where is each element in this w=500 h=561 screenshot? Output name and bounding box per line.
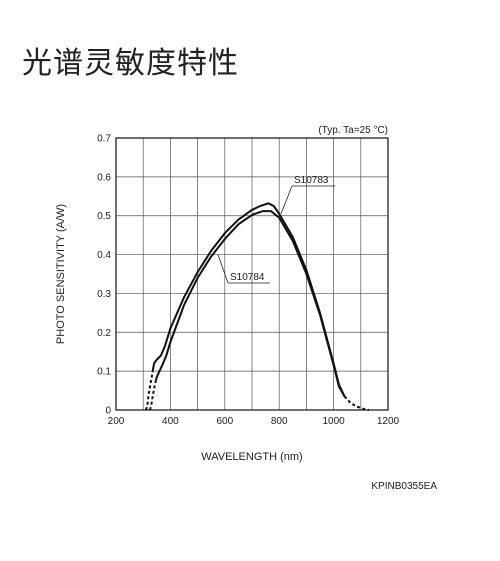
figure-code: KPINB0355EA — [371, 481, 437, 492]
series-s10783-dashed-tail — [343, 395, 370, 411]
label-s10783: S10783 — [294, 175, 329, 186]
x-tick-label: 200 — [108, 416, 125, 427]
y-tick-label: 0.7 — [97, 134, 111, 145]
series-annotations: S10783 S10784 — [217, 175, 335, 284]
x-axis-label: WAVELENGTH (nm) — [201, 451, 302, 463]
y-axis-label: PHOTO SENSITIVITY (A/W) — [55, 204, 67, 344]
x-tick-labels: 200 400 600 800 1000 1200 — [108, 416, 400, 427]
x-tick-label: 600 — [216, 416, 233, 427]
x-tick-label: 400 — [162, 416, 179, 427]
y-tick-label: 0 — [105, 406, 111, 417]
y-tick-labels: 0 0.1 0.2 0.3 0.4 0.5 0.6 0.7 — [97, 134, 111, 417]
x-tick-label: 1000 — [322, 416, 345, 427]
y-tick-label: 0.6 — [97, 172, 111, 183]
series-s10784-line — [154, 210, 346, 397]
series-curves — [144, 202, 370, 411]
page-title: 光谱灵敏度特性 — [22, 46, 239, 81]
x-tick-label: 800 — [271, 416, 288, 427]
plot-frame — [115, 137, 389, 411]
series-s10784-dashed — [149, 382, 157, 411]
leader-s10784 — [217, 254, 229, 284]
measurement-condition: (Typ. Ta=25 °C) — [318, 125, 388, 136]
y-tick-label: 0.5 — [97, 211, 111, 222]
y-tick-label: 0.3 — [97, 289, 111, 300]
leader-s10783 — [280, 185, 293, 214]
y-tick-label: 0.1 — [97, 367, 111, 378]
x-tick-label: 1200 — [377, 416, 400, 427]
series-s10783-dashed — [144, 370, 154, 411]
label-s10784: S10784 — [230, 272, 265, 283]
y-tick-label: 0.4 — [97, 250, 111, 261]
y-tick-label: 0.2 — [97, 328, 111, 339]
